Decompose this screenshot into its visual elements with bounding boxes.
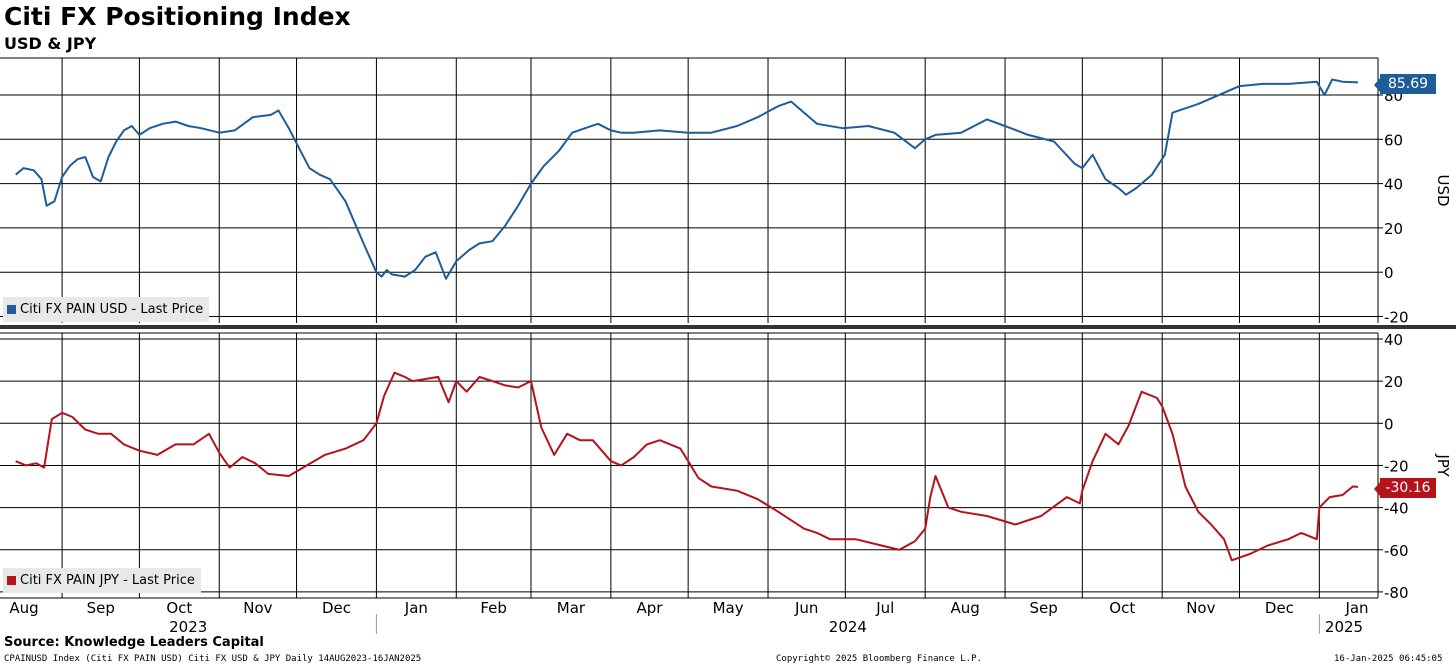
x-month-label: Apr bbox=[637, 599, 664, 617]
panel-0-ytick-label: -20 bbox=[1384, 309, 1409, 327]
panel-0-ytick-label: 60 bbox=[1384, 131, 1403, 149]
usd-last-value-badge: 85.69 bbox=[1374, 74, 1436, 94]
panel-1-ytick-label: -80 bbox=[1384, 584, 1409, 602]
x-month-label: Dec bbox=[322, 599, 351, 617]
legend-jpy-swatch bbox=[7, 576, 16, 585]
legend-usd: Citi FX PAIN USD - Last Price bbox=[3, 297, 210, 322]
x-month-label: Nov bbox=[1186, 599, 1215, 617]
x-year-label: 2025 bbox=[1325, 618, 1363, 636]
source-note: Source: Knowledge Leaders Capital bbox=[4, 635, 264, 650]
panel-1-ytick-label: -20 bbox=[1384, 457, 1409, 475]
x-month-label: Jun bbox=[794, 599, 818, 617]
panel-1-ylabel: JPY bbox=[1434, 453, 1452, 477]
x-year-label: 2024 bbox=[829, 618, 867, 636]
panel-1-ytick-label: -40 bbox=[1384, 500, 1409, 518]
usd-series-line bbox=[15, 78, 1359, 280]
panel-1-ytick-label: 0 bbox=[1384, 415, 1394, 433]
panel-0-ytick-label: 20 bbox=[1384, 220, 1403, 238]
x-month-label: Feb bbox=[480, 599, 507, 617]
x-month-label: Aug bbox=[9, 599, 38, 617]
x-month-label: Sep bbox=[1030, 599, 1058, 617]
panel-divider bbox=[0, 325, 1456, 329]
timestamp: 16-Jan-2025 06:45:05 bbox=[1334, 654, 1443, 664]
ticker-line: CPAINUSD Index (Citi FX PAIN USD) Citi F… bbox=[4, 654, 422, 664]
legend-usd-label: Citi FX PAIN USD - Last Price bbox=[20, 302, 204, 317]
legend-usd-swatch bbox=[7, 305, 16, 314]
x-month-label: Nov bbox=[243, 599, 272, 617]
panel-0-ytick-label: 40 bbox=[1384, 176, 1403, 194]
x-month-label: Oct bbox=[166, 599, 192, 617]
panel-0-ytick-label: 0 bbox=[1384, 264, 1394, 282]
legend-jpy-label: Citi FX PAIN JPY - Last Price bbox=[20, 573, 195, 588]
chart-subtitle: USD & JPY bbox=[4, 34, 97, 53]
jpy-series-line bbox=[15, 371, 1359, 562]
x-month-label: Jan bbox=[1344, 599, 1368, 617]
copyright-note: Copyright© 2025 Bloomberg Finance L.P. bbox=[776, 654, 982, 664]
x-month-label: Mar bbox=[557, 599, 586, 617]
x-month-label: Oct bbox=[1109, 599, 1135, 617]
panel-1-ytick-label: 20 bbox=[1384, 373, 1403, 391]
x-month-label: May bbox=[713, 599, 744, 617]
x-month-label: Dec bbox=[1265, 599, 1294, 617]
x-month-label: Sep bbox=[87, 599, 115, 617]
jpy-last-value-badge: -30.16 bbox=[1374, 478, 1436, 498]
x-year-label: 2023 bbox=[169, 618, 207, 636]
legend-jpy: Citi FX PAIN JPY - Last Price bbox=[3, 568, 201, 593]
x-month-label: Jan bbox=[404, 599, 428, 617]
chart-title: Citi FX Positioning Index bbox=[4, 2, 351, 31]
panel-1-ytick-label: 40 bbox=[1384, 331, 1403, 349]
panel-0-ylabel: USD bbox=[1434, 174, 1452, 206]
x-month-label: Jul bbox=[875, 599, 894, 617]
panel-1-ytick-label: -60 bbox=[1384, 542, 1409, 560]
x-month-label: Aug bbox=[950, 599, 979, 617]
